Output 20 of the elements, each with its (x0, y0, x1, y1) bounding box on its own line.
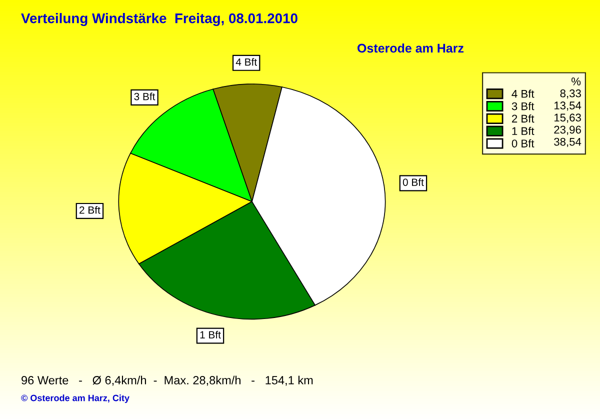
chart-subtitle: Osterode am Harz (358, 43, 464, 53)
text: © Osterode am Harz, City (21, 394, 130, 403)
legend-title: % (572, 78, 581, 86)
legend-label: 4 Bft (512, 90, 534, 98)
slice-label: 0 Bft (402, 178, 424, 186)
data-label: 23,96 (554, 126, 581, 135)
legend-label: 3 Bft (512, 102, 534, 110)
data-label: 8,33 (560, 89, 581, 99)
legend-label: 0 Bft (512, 139, 534, 148)
data-label: 13,54 (554, 102, 582, 111)
slice-label: 4 Bft (236, 58, 257, 66)
slice-label: 2 Bft (80, 206, 100, 214)
text: 96 Werte - Ø 6,4km/h - Max. 28,8km/h - 154,1 km (22, 376, 313, 386)
slice-label: 3 Bft (134, 92, 156, 100)
data-label: 38,54 (554, 138, 582, 148)
legend-label: 1 Bft (512, 126, 534, 136)
legend-label: 2 Bft (512, 114, 534, 123)
data-label: 15,63 (554, 114, 581, 123)
chart-title: Verteilung Windstärke Freitag, 08.01.2010 (21, 13, 298, 26)
slice-label: 1 Bft (200, 330, 221, 338)
